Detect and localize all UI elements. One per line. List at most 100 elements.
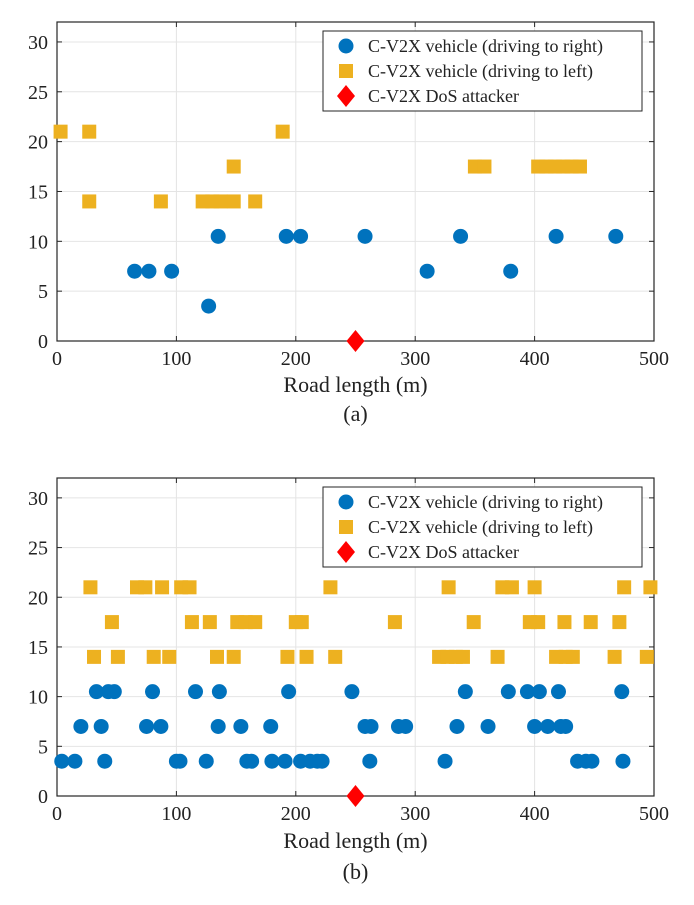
left-moving-vehicle-point bbox=[455, 649, 470, 664]
x-tick-label: 100 bbox=[161, 348, 191, 370]
right-moving-vehicle-point bbox=[233, 718, 249, 734]
panel-caption: (a) bbox=[343, 401, 367, 426]
legend-label: C-V2X vehicle (driving to right) bbox=[368, 492, 603, 513]
x-tick-label: 0 bbox=[52, 348, 62, 370]
right-moving-vehicle-point bbox=[344, 684, 360, 700]
left-moving-vehicle-point bbox=[82, 124, 97, 139]
left-moving-vehicle-point bbox=[643, 580, 658, 595]
right-moving-vehicle-point bbox=[314, 753, 330, 769]
chart-panel-b: 0 100 200 300 400 500 0 5 10 15 20 25 30 C-V2X vehicl… bbox=[28, 477, 669, 884]
right-moving-vehicle-point bbox=[281, 684, 297, 700]
left-moving-vehicle-point bbox=[155, 580, 170, 595]
left-moving-vehicle-point bbox=[182, 580, 197, 595]
left-moving-vehicle-point bbox=[387, 615, 402, 630]
chart-panel-a: 0 100 200 300 400 500 0 5 10 15 20 25 30 C-V2X vehicl… bbox=[28, 21, 669, 426]
left-moving-vehicle-point bbox=[184, 615, 199, 630]
y-tick-label: 10 bbox=[28, 687, 48, 709]
y-tick-label: 20 bbox=[28, 132, 48, 154]
right-moving-vehicle-point bbox=[210, 718, 226, 734]
right-moving-vehicle-point bbox=[67, 753, 83, 769]
x-tick-label: 200 bbox=[281, 348, 311, 370]
right-moving-vehicle-point bbox=[211, 684, 227, 700]
right-moving-vehicle-point bbox=[357, 228, 373, 244]
right-moving-vehicle-point bbox=[503, 263, 519, 279]
right-moving-vehicle-point bbox=[362, 753, 378, 769]
x-tick-label: 400 bbox=[520, 348, 550, 370]
left-moving-vehicle-point bbox=[53, 124, 68, 139]
right-moving-vehicle-point bbox=[398, 718, 414, 734]
y-tick-label: 25 bbox=[28, 82, 48, 104]
left-moving-vehicle-point bbox=[441, 580, 456, 595]
x-tick-label: 0 bbox=[52, 803, 62, 825]
right-moving-vehicle-point bbox=[531, 684, 547, 700]
right-moving-vehicle-point bbox=[127, 263, 143, 279]
left-moving-vehicle-point bbox=[226, 159, 241, 174]
right-moving-vehicle-point bbox=[457, 684, 473, 700]
left-moving-vehicle-point bbox=[83, 580, 98, 595]
y-tick-label: 0 bbox=[38, 786, 48, 808]
left-moving-vehicle-point bbox=[294, 615, 309, 630]
right-moving-vehicle-point bbox=[73, 718, 89, 734]
legend-marker bbox=[337, 85, 355, 107]
right-moving-vehicle-point bbox=[93, 718, 109, 734]
y-tick-label: 15 bbox=[28, 637, 48, 659]
left-moving-vehicle-point bbox=[583, 615, 598, 630]
left-moving-vehicle-point bbox=[477, 159, 492, 174]
x-tick-label: 500 bbox=[639, 348, 669, 370]
legend: C-V2X vehicle (driving to right) C-V2X ve… bbox=[322, 30, 643, 112]
left-moving-vehicle-point bbox=[565, 649, 580, 664]
y-tick-label: 30 bbox=[28, 488, 48, 510]
x-tick-label: 300 bbox=[400, 348, 430, 370]
right-moving-vehicle-point bbox=[153, 718, 169, 734]
right-moving-vehicle-point bbox=[97, 753, 113, 769]
left-moving-vehicle-point bbox=[162, 649, 177, 664]
legend-box bbox=[322, 486, 643, 568]
legend-marker bbox=[337, 541, 355, 563]
y-tick-label: 0 bbox=[38, 331, 48, 353]
attacker-point bbox=[346, 330, 365, 352]
legend-label: C-V2X vehicle (driving to left) bbox=[368, 517, 593, 538]
left-moving-vehicle-point bbox=[531, 615, 546, 630]
left-moving-vehicle-point bbox=[226, 649, 241, 664]
left-moving-vehicle-point bbox=[504, 580, 519, 595]
panel-caption: (b) bbox=[343, 859, 369, 884]
right-moving-vehicle-point bbox=[188, 684, 204, 700]
attacker-point bbox=[346, 785, 365, 807]
left-moving-vehicle-point bbox=[280, 649, 295, 664]
right-moving-vehicle-point bbox=[210, 228, 226, 244]
left-moving-vehicle-point bbox=[612, 615, 627, 630]
y-tick-label: 10 bbox=[28, 231, 48, 253]
legend-marker bbox=[338, 38, 354, 54]
left-moving-vehicle-point bbox=[557, 615, 572, 630]
left-moving-vehicle-point bbox=[248, 615, 263, 630]
x-tick-label: 500 bbox=[639, 803, 669, 825]
right-moving-vehicle-point bbox=[437, 753, 453, 769]
right-moving-vehicle-point bbox=[527, 718, 543, 734]
left-moving-vehicle-point bbox=[639, 649, 654, 664]
right-moving-vehicle-point bbox=[614, 684, 630, 700]
x-tick-label: 300 bbox=[400, 803, 430, 825]
left-moving-vehicle-point bbox=[87, 649, 102, 664]
right-moving-vehicle-point bbox=[550, 684, 566, 700]
left-moving-vehicle-point bbox=[104, 615, 119, 630]
y-tick-label: 5 bbox=[38, 281, 48, 303]
left-moving-vehicle-point bbox=[153, 194, 168, 209]
right-moving-vehicle-point bbox=[145, 684, 161, 700]
left-moving-vehicle-point bbox=[226, 194, 241, 209]
series-0 bbox=[54, 684, 631, 769]
right-moving-vehicle-point bbox=[164, 263, 180, 279]
left-moving-vehicle-point bbox=[572, 159, 587, 174]
right-moving-vehicle-point bbox=[201, 298, 217, 314]
left-moving-vehicle-point bbox=[213, 194, 228, 209]
right-moving-vehicle-point bbox=[558, 718, 574, 734]
right-moving-vehicle-point bbox=[264, 753, 280, 769]
right-moving-vehicle-point bbox=[141, 263, 157, 279]
series-1 bbox=[83, 580, 658, 664]
right-moving-vehicle-point bbox=[244, 753, 260, 769]
legend-marker bbox=[339, 64, 353, 78]
right-moving-vehicle-point bbox=[419, 263, 435, 279]
right-moving-vehicle-point bbox=[277, 753, 293, 769]
x-axis-label: Road length (m) bbox=[283, 828, 427, 853]
left-moving-vehicle-point bbox=[138, 580, 153, 595]
